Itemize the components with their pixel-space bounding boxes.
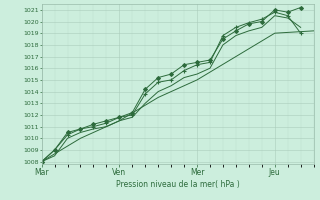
- X-axis label: Pression niveau de la mer( hPa ): Pression niveau de la mer( hPa ): [116, 180, 239, 189]
